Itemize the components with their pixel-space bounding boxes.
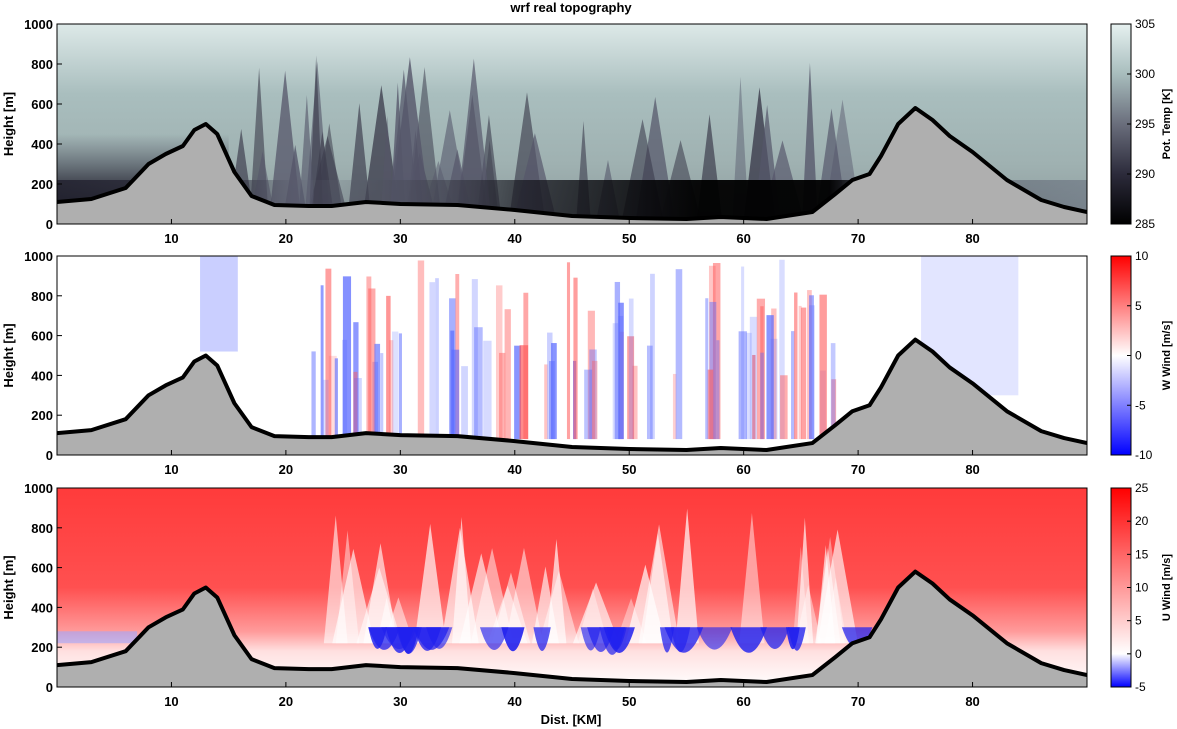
y-tick-label: 400	[31, 600, 53, 615]
y-tick-label: 200	[31, 177, 53, 192]
x-tick-label: 50	[622, 694, 636, 709]
colorbar-tick-label: 25	[1135, 481, 1149, 495]
field-panel-1	[57, 24, 1087, 224]
y-tick-label: 0	[46, 448, 53, 463]
x-tick-label: 70	[851, 231, 865, 246]
colorbar-tick-label: 5	[1135, 614, 1142, 628]
colorbar-tick-label: 305	[1135, 17, 1155, 31]
x-tick-label: 30	[393, 462, 407, 477]
colorbar-tick-label: 20	[1135, 514, 1149, 528]
axes-frame-1	[56, 23, 1088, 225]
y-tick-label: 1000	[24, 249, 53, 264]
y-tick-label: 800	[31, 57, 53, 72]
y-axis-label: Height [m]	[1, 323, 16, 387]
y-tick-label: 600	[31, 561, 53, 576]
terrain-fill-1	[57, 108, 1087, 224]
colorbar-tick-label: -5	[1135, 680, 1146, 694]
x-tick-label: 10	[164, 231, 178, 246]
x-tick-label: 60	[736, 231, 750, 246]
x-tick-label: 70	[851, 462, 865, 477]
axes-frame-2	[56, 255, 1088, 456]
colorbar-tick-label: 10	[1135, 581, 1149, 595]
figure-title: wrf real topography	[509, 0, 632, 15]
y-tick-label: 0	[46, 680, 53, 695]
x-tick-label: 60	[736, 462, 750, 477]
y-tick-label: 800	[31, 521, 53, 536]
colorbar-tick-label: -5	[1135, 398, 1146, 412]
y-tick-label: 800	[31, 289, 53, 304]
y-tick-label: 200	[31, 408, 53, 423]
colorbar-tick-label: 300	[1135, 67, 1155, 81]
x-tick-label: 40	[508, 231, 522, 246]
x-tick-label: 40	[508, 694, 522, 709]
y-tick-label: 600	[31, 329, 53, 344]
terrain-outline-1	[57, 106, 1087, 221]
y-tick-label: 600	[31, 97, 53, 112]
y-tick-label: 1000	[24, 481, 53, 496]
y-tick-label: 400	[31, 137, 53, 152]
x-tick-label: 80	[965, 694, 979, 709]
colorbar-tick-label: 295	[1135, 117, 1155, 131]
x-tick-label: 10	[164, 462, 178, 477]
y-tick-label: 0	[46, 217, 53, 232]
colorbar-tick-label: -10	[1135, 448, 1153, 462]
x-tick-label: 20	[279, 231, 293, 246]
x-tick-label: 10	[164, 694, 178, 709]
colorbar-tick-label: 290	[1135, 167, 1155, 181]
axes-frame-3	[56, 487, 1088, 688]
colorbar-tick-label: 10	[1135, 249, 1149, 263]
x-tick-label: 60	[736, 694, 750, 709]
y-tick-label: 200	[31, 640, 53, 655]
field-panel-3	[57, 488, 1087, 687]
x-axis-label: Dist. [KM]	[541, 712, 602, 727]
x-tick-label: 80	[965, 462, 979, 477]
y-axis-label: Height [m]	[1, 555, 16, 619]
terrain-outline-3	[57, 569, 1087, 685]
y-tick-label: 1000	[24, 17, 53, 32]
colorbar-tick-label: 285	[1135, 217, 1155, 231]
x-tick-label: 20	[279, 694, 293, 709]
y-tick-label: 400	[31, 368, 53, 383]
terrain-fill-2	[57, 339, 1087, 455]
x-tick-label: 50	[622, 462, 636, 477]
terrain-fill-3	[57, 571, 1087, 687]
x-tick-label: 70	[851, 694, 865, 709]
y-axis-label: Height [m]	[1, 92, 16, 156]
colorbar-tick-label: 15	[1135, 547, 1149, 561]
colorbar-label: Pot. Temp [K]	[1161, 88, 1173, 159]
colorbar-label: U Wind [m/s]	[1161, 554, 1173, 621]
x-tick-label: 80	[965, 231, 979, 246]
x-tick-label: 20	[279, 462, 293, 477]
x-tick-label: 40	[508, 462, 522, 477]
colorbar-tick-label: 0	[1135, 647, 1142, 661]
colorbar-label: W Wind [m/s]	[1161, 320, 1173, 390]
x-tick-label: 30	[393, 694, 407, 709]
colorbar-tick-label: 0	[1135, 349, 1142, 363]
field-panel-2	[57, 256, 1087, 455]
x-tick-label: 50	[622, 231, 636, 246]
colorbar-tick-label: 5	[1135, 299, 1142, 313]
terrain-outline-2	[57, 337, 1087, 453]
x-tick-label: 30	[393, 231, 407, 246]
